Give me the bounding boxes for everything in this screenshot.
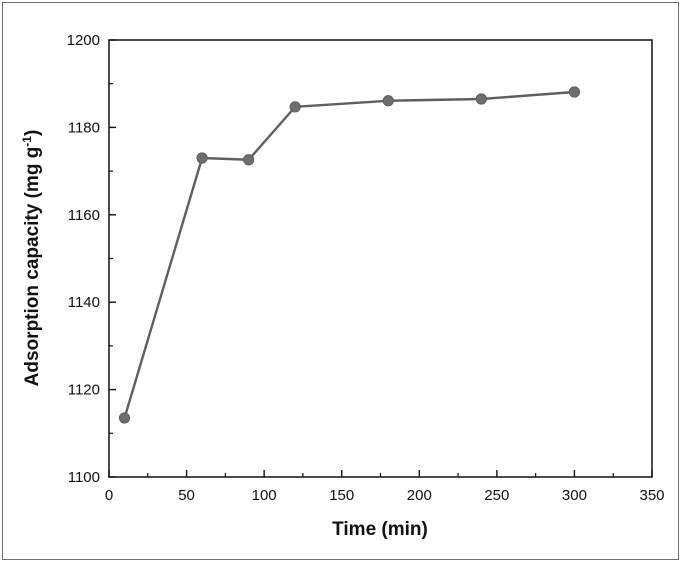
y-tick-label: 1160 bbox=[68, 207, 100, 224]
y-tick-label: 1140 bbox=[68, 294, 100, 311]
x-tick-label: 50 bbox=[178, 487, 195, 504]
x-tick-label: 300 bbox=[562, 487, 587, 504]
y-axis-title-suffix: ) bbox=[22, 130, 43, 136]
x-tick-label: 150 bbox=[329, 487, 354, 504]
y-tick-label: 1100 bbox=[68, 469, 100, 486]
x-axis-title: Time (min) bbox=[332, 519, 428, 540]
x-tick-label: 100 bbox=[252, 487, 277, 504]
data-point bbox=[475, 93, 487, 105]
series-line bbox=[123, 90, 575, 419]
x-tick-label: 0 bbox=[105, 487, 113, 504]
x-tick-label: 350 bbox=[639, 487, 664, 504]
y-tick-label: 1200 bbox=[67, 32, 100, 49]
y-axis-title: Adsorption capacity (mg g-1) bbox=[20, 130, 43, 387]
x-tick-label: 200 bbox=[407, 487, 432, 504]
data-point bbox=[118, 412, 131, 424]
data-point bbox=[568, 86, 581, 98]
axes bbox=[108, 39, 653, 478]
data-point bbox=[382, 95, 394, 107]
x-tick-label: 250 bbox=[484, 487, 509, 504]
y-ticks: 1100 1120 1140 1160 1180 1200 bbox=[67, 32, 116, 486]
y-tick-label: 1180 bbox=[68, 119, 100, 136]
y-axis-title-main: Adsorption capacity (mg g bbox=[22, 147, 43, 387]
y-tick-label: 1120 bbox=[68, 382, 100, 399]
y-axis-title-superscript: -1 bbox=[20, 136, 34, 147]
data-point bbox=[243, 154, 255, 166]
x-ticks: 0 50 100 150 200 250 300 350 bbox=[105, 470, 665, 504]
plot-border bbox=[108, 39, 653, 478]
data-point bbox=[196, 152, 208, 164]
series bbox=[118, 86, 581, 424]
data-point bbox=[289, 101, 301, 113]
